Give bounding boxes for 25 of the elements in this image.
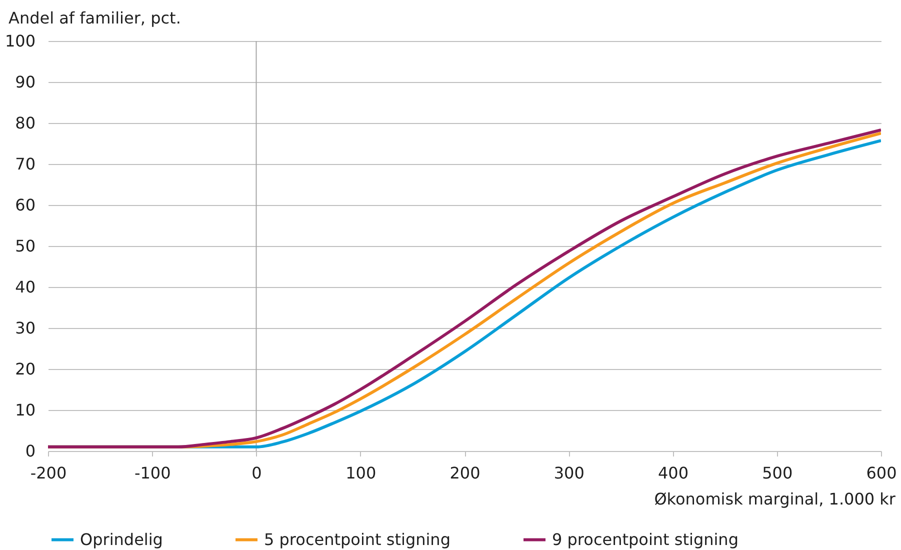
- x-tick-label: 0: [252, 464, 262, 482]
- x-tick-label: -200: [30, 464, 67, 482]
- legend-label: Oprindelig: [80, 530, 163, 549]
- y-tick-label: 40: [15, 278, 36, 296]
- y-tick-label: 90: [15, 72, 36, 92]
- y-tick-label: 60: [15, 196, 36, 214]
- x-tick-label: 100: [346, 464, 376, 482]
- x-axis-title: Økonomisk marginal, 1.000 kr: [654, 490, 896, 508]
- legend-label: 9 procentpoint stigning: [552, 530, 738, 549]
- x-tick-label: 300: [554, 464, 584, 482]
- y-tick-label: 70: [15, 154, 36, 174]
- y-tick-label: 100: [4, 32, 36, 50]
- y-tick-label: 80: [15, 114, 36, 132]
- x-tick-label: 500: [762, 464, 793, 482]
- y-tick-label: 10: [15, 400, 36, 420]
- x-tick-label: 600: [866, 464, 897, 482]
- y-axis-title: Andel af familier, pct.: [8, 8, 181, 28]
- x-tick-label: -100: [134, 464, 171, 482]
- x-tick-label: 200: [450, 464, 480, 482]
- y-tick-label: 30: [15, 318, 36, 338]
- y-tick-label: 20: [15, 360, 36, 378]
- x-tick-label: 400: [658, 464, 689, 482]
- y-tick-label: 0: [25, 442, 36, 460]
- y-tick-label: 50: [15, 236, 36, 256]
- legend-label: 5 procentpoint stigning: [264, 530, 450, 549]
